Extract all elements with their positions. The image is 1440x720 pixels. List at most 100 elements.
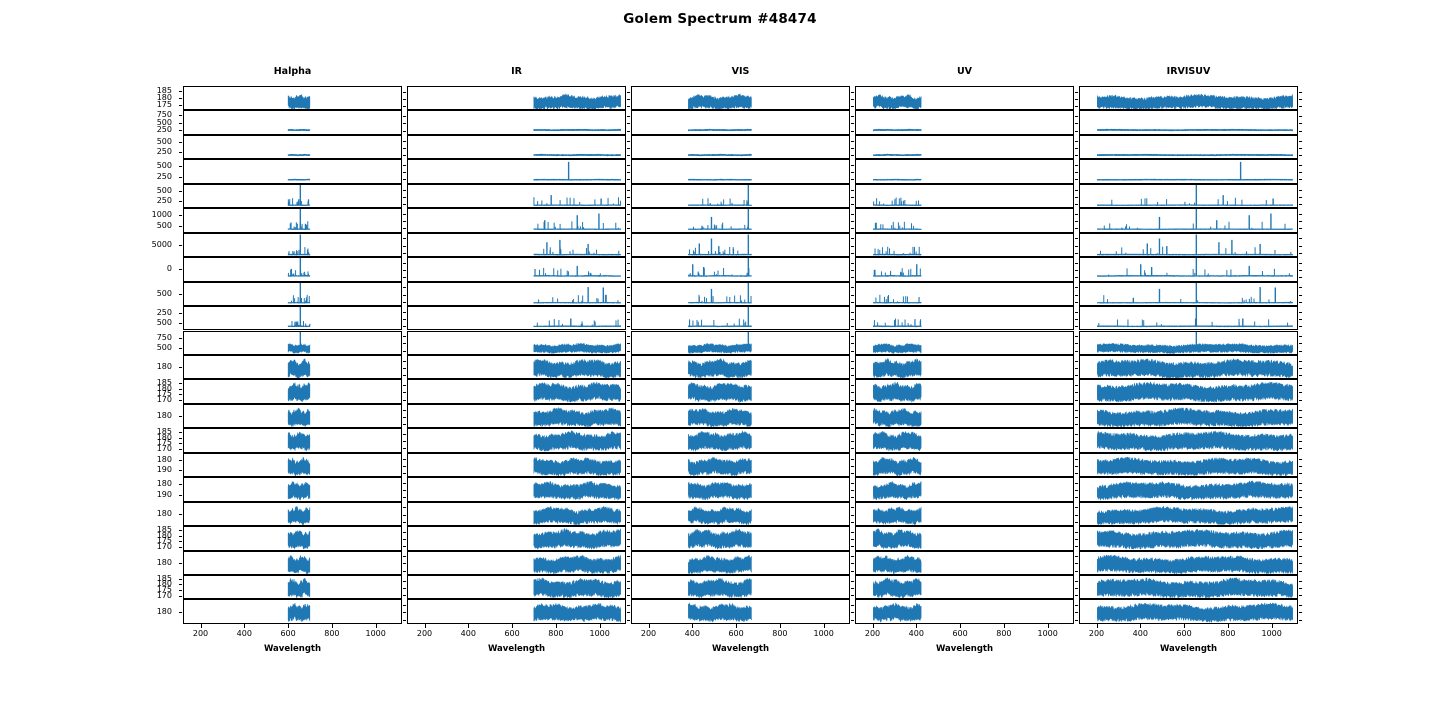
- y-tick-mark-minor: [1075, 556, 1078, 558]
- y-tick-mark: [179, 399, 182, 401]
- y-tick-mark-minor: [1075, 546, 1078, 548]
- y-tick-mark-minor: [851, 189, 854, 191]
- y-tick-mark-minor: [403, 343, 406, 345]
- y-tick-mark-minor: [851, 245, 854, 247]
- x-axis-label: Wavelength: [263, 644, 322, 654]
- x-tick-mark: [872, 624, 874, 628]
- y-tick-label: 170: [156, 541, 172, 551]
- y-tick-mark-minor: [1075, 514, 1078, 516]
- y-tick-mark: [179, 215, 182, 217]
- y-tick-mark-minor: [851, 238, 854, 240]
- y-tick-mark: [179, 105, 182, 107]
- subplot-halpha-row-14: [183, 428, 402, 453]
- y-tick-mark-minor: [851, 91, 854, 93]
- subplot-vis-row-8: [631, 281, 850, 307]
- subplot-uv-row-13: [855, 403, 1074, 429]
- y-tick-mark-minor: [1075, 570, 1078, 572]
- y-tick-mark-minor: [627, 294, 630, 296]
- y-tick-mark-minor: [1075, 277, 1078, 279]
- y-tick-mark-minor: [1075, 130, 1078, 132]
- y-tick-mark-minor: [851, 336, 854, 338]
- y-tick-mark-minor: [403, 172, 406, 174]
- x-tick-mark: [1096, 624, 1098, 628]
- subplot-irvisuv-row-11: [1079, 354, 1298, 380]
- x-tick-label: 200: [192, 629, 209, 638]
- y-tick-mark-minor: [851, 587, 854, 589]
- y-tick-mark: [179, 190, 182, 192]
- subplot-irvisuv-row-18: [1079, 526, 1298, 551]
- y-tick-mark-minor: [1299, 245, 1302, 247]
- y-tick-mark-minor: [627, 318, 630, 320]
- subplot-vis-row-2: [631, 134, 850, 160]
- y-tick-mark-minor: [1299, 91, 1302, 93]
- y-tick-mark-minor: [403, 179, 406, 181]
- y-tick-mark-minor: [1299, 441, 1302, 443]
- y-tick-label: 500: [156, 185, 172, 195]
- y-tick-mark-minor: [1299, 228, 1302, 230]
- y-tick-mark-minor: [851, 172, 854, 174]
- subplot-irvisuv-row-8: [1079, 281, 1298, 307]
- y-tick-label: 250: [156, 308, 172, 318]
- y-tick-mark-minor: [403, 165, 406, 167]
- y-tick-mark-minor: [1299, 482, 1302, 484]
- y-tick-mark: [179, 244, 182, 246]
- y-tick-mark-minor: [1075, 434, 1078, 436]
- x-tick-mark: [1140, 624, 1142, 628]
- y-tick-mark-minor: [1075, 587, 1078, 589]
- y-tick-mark-minor: [851, 287, 854, 289]
- y-tick-mark-minor: [851, 619, 854, 621]
- subplot-halpha-row-10: [183, 330, 402, 355]
- y-tick-mark-minor: [403, 465, 406, 467]
- x-tick-label: 400: [908, 629, 924, 638]
- y-tick-mark-minor: [627, 531, 630, 533]
- subplot-vis-row-14: [631, 428, 850, 453]
- y-tick-mark-minor: [1075, 612, 1078, 614]
- y-tick-mark-minor: [1075, 416, 1078, 418]
- y-tick-mark-minor: [851, 367, 854, 369]
- y-tick-mark-minor: [403, 277, 406, 279]
- y-tick-label: 500: [156, 220, 172, 230]
- y-tick-mark-minor: [403, 619, 406, 621]
- y-tick-mark: [179, 595, 182, 597]
- subplot-halpha-row-1: [183, 110, 402, 135]
- subplot-ir-row-3: [407, 159, 626, 184]
- y-tick-mark: [179, 437, 182, 439]
- y-tick-mark-minor: [851, 539, 854, 541]
- subplot-halpha-row-11: [183, 354, 402, 380]
- y-tick-mark: [179, 313, 182, 315]
- y-tick-mark-minor: [1299, 465, 1302, 467]
- subplot-ir-row-13: [407, 403, 626, 429]
- subplot-irvisuv-row-6: [1079, 232, 1298, 258]
- y-tick-mark-minor: [1299, 350, 1302, 352]
- y-tick-mark-minor: [1075, 214, 1078, 215]
- y-tick-mark-minor: [1075, 385, 1078, 387]
- y-tick-mark-minor: [627, 539, 630, 541]
- y-tick-mark-minor: [851, 165, 854, 167]
- x-tick-label: 600: [280, 629, 296, 638]
- y-tick-mark-minor: [851, 490, 854, 492]
- y-tick-label: 190: [156, 489, 172, 499]
- y-tick-mark-minor: [1075, 580, 1078, 582]
- y-tick-mark-minor: [851, 612, 854, 614]
- subplot-halpha-row-2: [183, 134, 402, 160]
- subplot-irvisuv-row-14: [1079, 428, 1298, 453]
- y-tick-mark: [179, 129, 182, 131]
- y-tick-mark-minor: [403, 507, 406, 509]
- x-tick-mark: [1047, 624, 1049, 628]
- y-tick-mark-minor: [1299, 106, 1302, 108]
- x-tick-mark: [823, 624, 825, 628]
- x-tick-label: 1000: [1261, 629, 1282, 638]
- y-tick-mark-minor: [851, 521, 854, 523]
- y-tick-mark-minor: [403, 472, 406, 474]
- subplot-ir-row-21: [407, 599, 626, 624]
- y-tick-mark-minor: [851, 106, 854, 108]
- x-axis-irvisuv: 200 400 600 800 1000 Wavelength: [1079, 624, 1298, 658]
- y-tick-mark-minor: [627, 277, 630, 279]
- y-tick-mark-minor: [627, 245, 630, 247]
- x-axis-label: Wavelength: [935, 644, 994, 654]
- y-tick-mark-minor: [403, 392, 406, 394]
- y-tick-mark-minor: [1299, 336, 1302, 338]
- y-tick-mark-minor: [851, 472, 854, 474]
- y-tick-mark-minor: [627, 423, 630, 425]
- y-tick-mark: [179, 225, 182, 227]
